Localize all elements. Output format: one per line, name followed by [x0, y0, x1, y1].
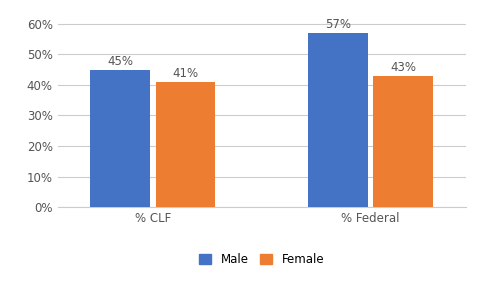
Bar — [373, 76, 433, 207]
Legend: Male, Female: Male, Female — [194, 248, 329, 270]
Bar — [90, 69, 150, 207]
Text: 41%: 41% — [172, 67, 199, 80]
Text: 43%: 43% — [390, 61, 416, 74]
Bar — [308, 33, 368, 207]
Bar — [156, 82, 216, 207]
Text: 45%: 45% — [107, 55, 133, 68]
Text: 57%: 57% — [325, 18, 351, 31]
